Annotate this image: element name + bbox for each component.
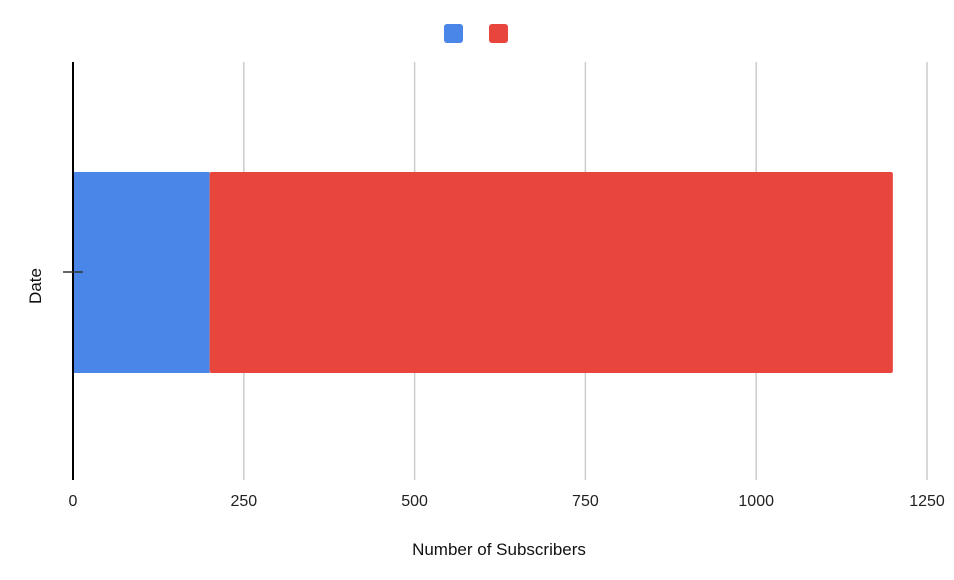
x-tick-label: 1250 (909, 493, 945, 510)
x-tick-label: 0 (69, 493, 78, 510)
legend (444, 24, 508, 43)
x-tick-label: 750 (572, 493, 599, 510)
bar-segment (73, 172, 210, 373)
axes (63, 62, 83, 480)
bar-segment (209, 172, 893, 373)
x-tick-label: 250 (230, 493, 257, 510)
legend-swatch (444, 24, 463, 43)
bars (73, 172, 893, 373)
x-axis-title: Number of Subscribers (412, 540, 586, 559)
x-tick-labels: 0 250 500 750 1000 1250 (69, 493, 945, 510)
x-tick-label: 500 (401, 493, 428, 510)
y-axis-title: Date (26, 268, 45, 304)
x-tick-label: 1000 (738, 493, 774, 510)
legend-swatch (489, 24, 508, 43)
